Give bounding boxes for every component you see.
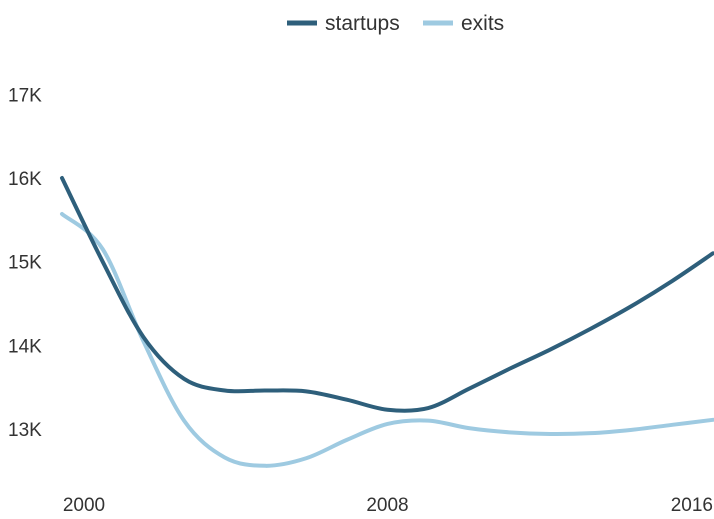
y-tick-label: 14K <box>8 336 42 357</box>
legend-label-startups: startups <box>325 12 400 35</box>
x-axis: 2000 2008 2016 <box>63 495 713 516</box>
y-tick-label: 17K <box>8 85 42 106</box>
x-tick-label: 2008 <box>366 495 408 514</box>
legend: startups exits <box>287 12 504 35</box>
y-tick-label: 13K <box>8 420 42 441</box>
series-line-startups <box>60 176 714 413</box>
series-layer <box>60 176 714 468</box>
y-tick-label: 15K <box>8 253 42 274</box>
y-tick-label: 16K <box>8 169 42 190</box>
series-line-exits <box>60 211 714 468</box>
x-tick-label: 2000 <box>63 495 105 514</box>
x-tick-label: 2016 <box>671 495 713 514</box>
y-axis: 13K 14K 15K 16K 17K <box>8 85 42 441</box>
legend-label-exits: exits <box>461 12 504 35</box>
